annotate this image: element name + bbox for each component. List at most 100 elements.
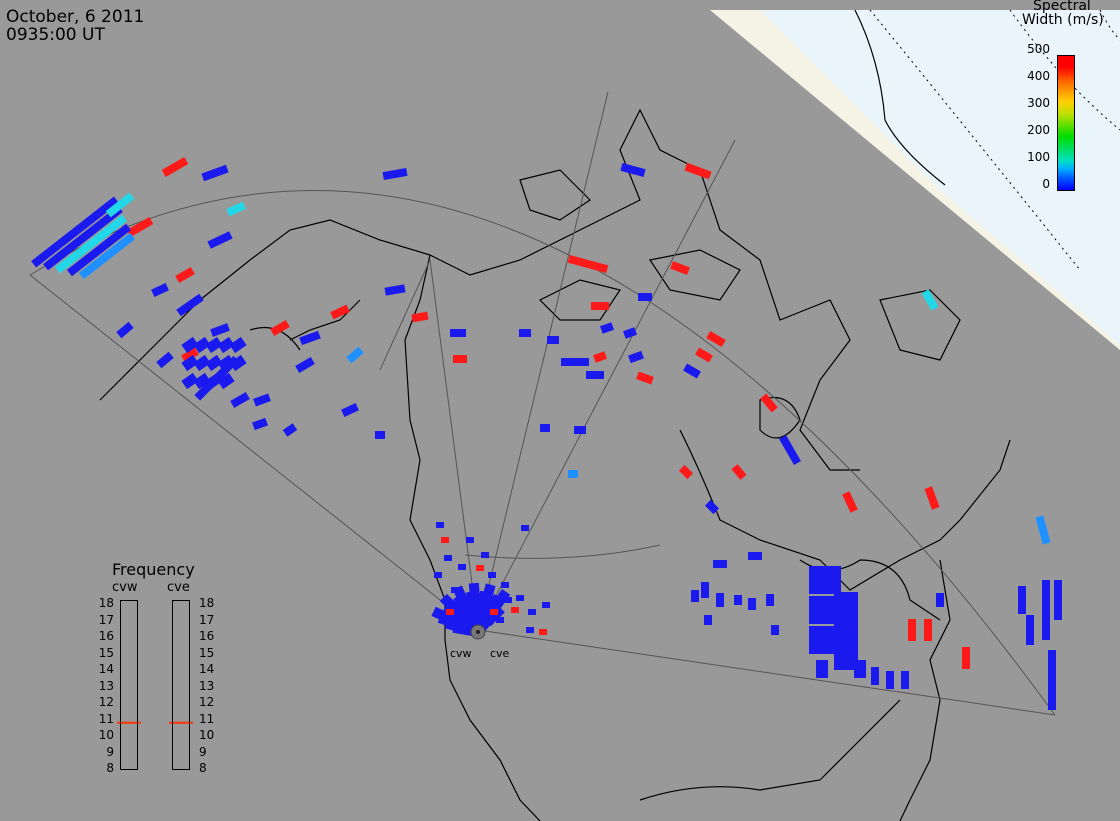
colorbar <box>1057 55 1075 191</box>
freq-tick-right-11: 11 <box>199 711 215 726</box>
backscatter-cell <box>886 671 894 689</box>
backscatter-cell <box>434 572 442 578</box>
backscatter-cell <box>458 564 466 570</box>
backscatter-cell <box>78 232 136 280</box>
ocean-light-region <box>760 10 1120 345</box>
colorbar-tick-0: 0 <box>1042 177 1050 191</box>
backscatter-cells <box>31 157 1062 710</box>
backscatter-cell <box>193 372 211 390</box>
backscatter-cell <box>701 582 709 598</box>
backscatter-cell <box>43 205 123 271</box>
backscatter-cell <box>282 423 298 437</box>
backscatter-cell <box>819 566 831 594</box>
backscatter-cell <box>217 336 235 354</box>
backscatter-cell <box>175 267 195 283</box>
radar-fields-of-view <box>29 91 1056 716</box>
backscatter-cell <box>55 214 127 274</box>
backscatter-cell <box>436 522 444 528</box>
backscatter-cell <box>382 167 408 181</box>
backscatter-cell <box>599 322 615 334</box>
backscatter-cell <box>684 162 712 180</box>
backscatter-cell <box>620 163 646 177</box>
backscatter-cell <box>161 157 189 177</box>
backscatter-cell <box>691 590 699 602</box>
backscatter-cell <box>516 595 524 601</box>
backscatter-cell <box>622 327 638 339</box>
backscatter-cell <box>574 426 586 434</box>
backscatter-cell <box>181 347 199 363</box>
backscatter-cell <box>670 261 690 275</box>
freq-tick-left-18: 18 <box>98 596 114 610</box>
backscatter-cell <box>1018 586 1026 614</box>
backscatter-cell <box>592 351 608 363</box>
backscatter-cell <box>1048 650 1056 710</box>
backscatter-cell <box>444 555 452 561</box>
backscatter-cell <box>466 537 474 543</box>
backscatter-cell <box>695 347 713 363</box>
backscatter-cell <box>731 464 747 480</box>
site-label-cve: cve <box>490 647 510 660</box>
backscatter-cell <box>210 323 230 337</box>
colorbar-tick-300: 300 <box>1027 96 1050 110</box>
colorbar-title-line2: Width (m/s) <box>1022 12 1104 28</box>
backscatter-cell <box>181 372 199 390</box>
backscatter-cell <box>230 392 250 408</box>
backscatter-cell <box>809 626 821 654</box>
backscatter-cell <box>834 592 846 618</box>
backscatter-cell <box>217 354 235 372</box>
backscatter-cell <box>713 560 727 568</box>
backscatter-cell <box>201 164 229 182</box>
backscatter-cell <box>704 615 712 625</box>
backscatter-cell <box>476 565 484 571</box>
backscatter-cell <box>706 331 726 347</box>
freq-tick-left-17: 17 <box>98 612 114 627</box>
colorbar-tick-400: 400 <box>1027 69 1050 83</box>
site-label-cvw: cvw <box>450 647 472 660</box>
freq-radar-cve: cve <box>167 580 190 595</box>
backscatter-cell <box>924 619 932 641</box>
freq-tick-left-11: 11 <box>98 711 114 726</box>
backscatter-cell <box>771 625 779 635</box>
backscatter-cell <box>779 435 801 465</box>
backscatter-cell <box>1035 515 1051 545</box>
freq-tick-left-13: 13 <box>98 678 114 693</box>
backscatter-cell <box>854 660 866 678</box>
backscatter-cell <box>683 363 701 379</box>
backscatter-cell <box>766 594 774 606</box>
backscatter-cell <box>748 598 756 610</box>
freq-tick-right-12: 12 <box>199 695 215 709</box>
backscatter-cell <box>962 647 970 669</box>
backscatter-cell <box>734 595 742 605</box>
backscatter-cell <box>176 293 204 317</box>
backscatter-cell <box>341 402 359 418</box>
backscatter-cell <box>193 336 211 354</box>
backscatter-cell <box>716 593 724 607</box>
backscatter-cell <box>481 552 489 558</box>
backscatter-cell <box>456 602 464 608</box>
backscatter-cell <box>229 354 247 372</box>
freq-tick-left-15: 15 <box>98 645 114 660</box>
backscatter-cell <box>229 336 247 354</box>
backscatter-cell <box>431 606 454 625</box>
backscatter-cell <box>441 537 449 543</box>
backscatter-cell <box>226 201 246 217</box>
backscatter-cell <box>568 470 578 478</box>
backscatter-cell <box>819 596 831 624</box>
colorbar-tick-100: 100 <box>1027 150 1050 164</box>
freq-tick-right-15: 15 <box>199 645 215 660</box>
colorbar-title-line1: Spectral <box>1033 0 1091 14</box>
freq-tick-left-10: 10 <box>98 728 114 742</box>
backscatter-cell <box>453 355 467 363</box>
backscatter-cell <box>628 350 644 364</box>
backscatter-cell <box>205 336 223 354</box>
backscatter-cell <box>411 311 429 323</box>
backscatter-cell <box>205 372 223 390</box>
backscatter-cell <box>528 609 536 615</box>
radar-site-center <box>476 630 480 634</box>
backscatter-cell <box>330 304 350 320</box>
backscatter-cell <box>586 371 604 379</box>
frequency-box-cve <box>172 600 190 770</box>
frequency-title: Frequency <box>112 560 195 579</box>
